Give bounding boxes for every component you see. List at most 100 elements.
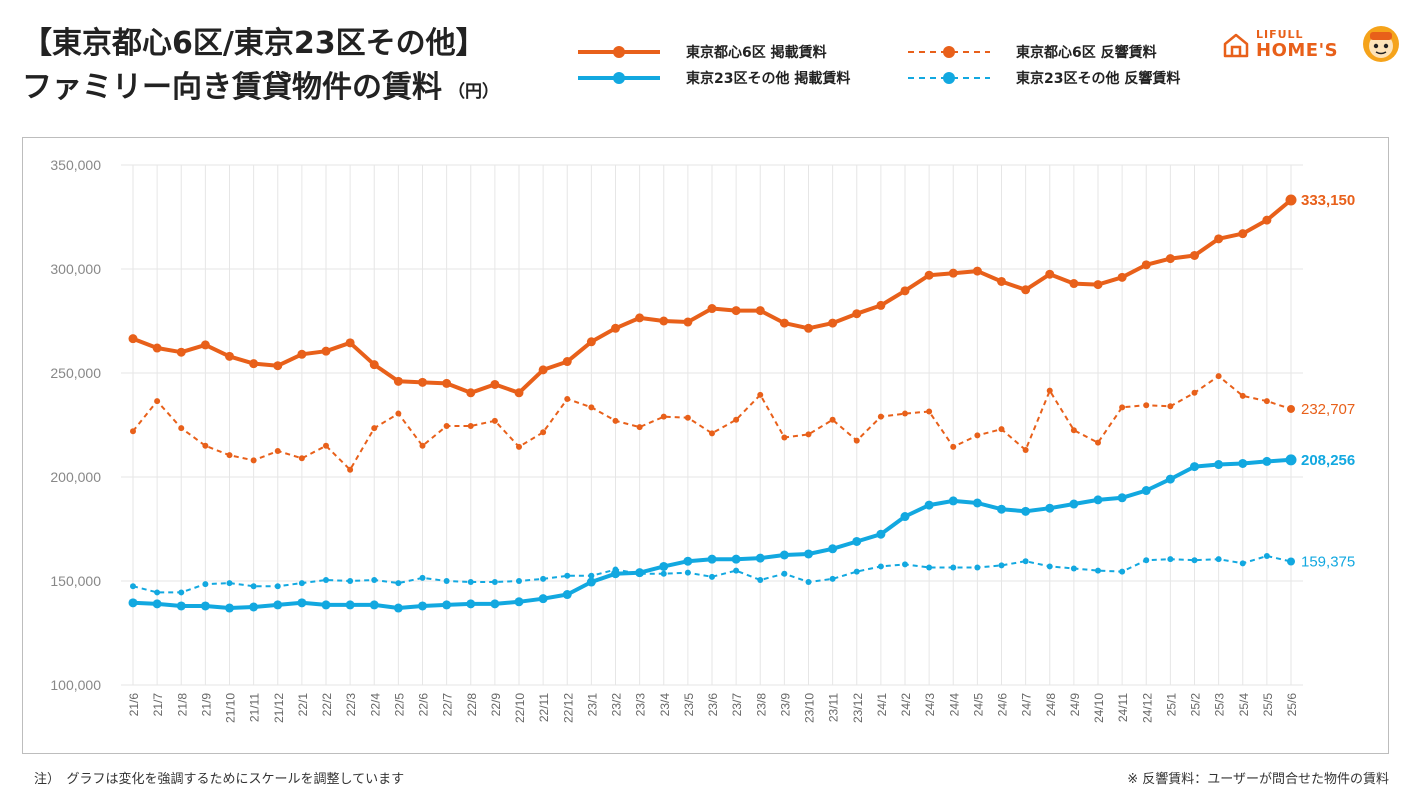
data-point (443, 423, 450, 430)
data-point (564, 572, 571, 579)
data-point (298, 580, 305, 587)
data-point (130, 583, 136, 590)
data-point (612, 566, 619, 573)
data-point (1191, 389, 1198, 396)
data-point (805, 431, 812, 438)
x-tick-label: 23/7 (730, 693, 744, 717)
x-tick-label: 21/8 (175, 693, 189, 717)
x-tick-label: 22/2 (320, 693, 334, 717)
data-point (393, 376, 403, 386)
data-point (781, 570, 788, 577)
data-point (467, 579, 474, 586)
x-tick-label: 22/1 (296, 693, 310, 717)
data-point (1117, 493, 1127, 503)
data-point (250, 583, 257, 590)
data-point (1285, 454, 1297, 466)
data-point (1141, 486, 1151, 496)
data-point (924, 500, 934, 510)
data-point (926, 564, 933, 571)
data-point (586, 577, 596, 587)
data-point (1141, 260, 1151, 270)
data-point (902, 410, 908, 417)
x-tick-label: 22/5 (392, 693, 406, 717)
data-point (152, 343, 162, 353)
data-point (804, 323, 813, 333)
end-value-label: 208,256 (1301, 452, 1355, 469)
x-tick-label: 25/1 (1164, 693, 1178, 717)
title-line-2: ファミリー向き賃貸物件の賃料 （円） (22, 64, 499, 116)
data-point (1095, 439, 1101, 446)
data-point (514, 388, 524, 398)
x-tick-label: 22/10 (513, 693, 527, 723)
title-line-2-text: ファミリー向き賃貸物件の賃料 (22, 70, 442, 105)
end-value-label: 333,150 (1301, 192, 1355, 209)
title-line-1: 【東京都心6区/東京23区その他】 (22, 26, 486, 61)
x-tick-label: 22/11 (537, 693, 551, 722)
data-point (1069, 279, 1079, 289)
data-point (1070, 427, 1077, 434)
x-tick-label: 22/8 (465, 693, 479, 717)
data-point (250, 457, 257, 464)
data-point (586, 337, 596, 347)
data-point (345, 600, 355, 610)
x-tick-label: 24/6 (996, 693, 1010, 717)
data-point (1046, 387, 1053, 394)
data-point (1119, 404, 1126, 411)
data-point (1165, 254, 1175, 264)
x-tick-label: 22/12 (561, 693, 575, 723)
data-point (1285, 194, 1297, 206)
mascot-icon (1363, 26, 1399, 62)
data-point (924, 270, 934, 280)
data-point (877, 413, 884, 420)
data-point (779, 318, 789, 328)
data-point (226, 580, 233, 587)
data-point (1239, 560, 1246, 567)
data-point (467, 423, 474, 430)
data-point (948, 496, 958, 506)
x-tick-label: 25/2 (1189, 693, 1203, 717)
data-point (1021, 285, 1031, 295)
data-point (588, 572, 595, 579)
house-icon (1223, 33, 1249, 58)
y-tick-label: 200,000 (50, 469, 101, 485)
x-tick-label: 22/9 (489, 693, 503, 717)
data-point (829, 575, 836, 582)
data-point (1045, 269, 1055, 279)
x-tick-label: 24/7 (1020, 693, 1034, 717)
legend-label-central-listing: 東京都心6区 掲載賃料 (686, 45, 827, 61)
data-point (1190, 462, 1199, 472)
data-point (200, 601, 210, 611)
x-tick-label: 23/8 (754, 693, 768, 717)
data-point (128, 334, 138, 344)
data-point (1190, 250, 1199, 260)
x-tick-label: 24/12 (1140, 693, 1154, 723)
legend-swatch-dashed-blue (908, 72, 990, 84)
data-point (1167, 556, 1174, 563)
data-point (200, 340, 210, 350)
x-tick-label: 23/5 (682, 693, 696, 717)
logo-text-lifull: LIFULL (1256, 28, 1304, 41)
data-point (369, 360, 379, 370)
data-point (347, 466, 354, 473)
data-point (997, 504, 1006, 514)
data-point (588, 404, 595, 411)
data-point (1263, 553, 1270, 560)
data-point (491, 417, 498, 424)
data-point (755, 553, 765, 563)
data-point (418, 377, 427, 387)
data-point (974, 564, 981, 571)
data-point (731, 554, 741, 564)
data-point (972, 498, 982, 508)
data-point (948, 268, 958, 278)
data-point (755, 306, 765, 316)
data-point (491, 579, 498, 586)
legend-swatch-solid-orange (578, 46, 660, 58)
data-point (852, 536, 862, 546)
lifull-homes-logo: LIFULL HOME'S (1222, 24, 1400, 68)
data-point (1143, 557, 1150, 564)
data-point (562, 357, 572, 367)
x-tick-label: 22/3 (344, 693, 358, 717)
chart-title: 【東京都心6区/東京23区その他】 ファミリー向き賃貸物件の賃料 （円） (22, 24, 499, 116)
data-point (733, 416, 740, 423)
data-point (393, 603, 403, 613)
